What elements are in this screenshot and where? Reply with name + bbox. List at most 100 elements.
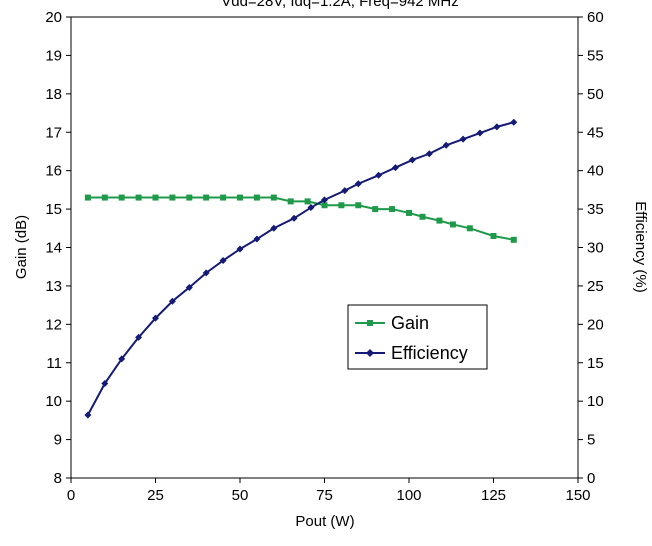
efficiency-point (442, 141, 450, 149)
efficiency-point (236, 245, 244, 253)
gain-point (203, 194, 210, 201)
legend-box (347, 304, 488, 370)
plot-area (70, 16, 579, 479)
gain-point (101, 194, 108, 201)
right-y-tick-label: 50 (587, 86, 604, 103)
x-axis-title: Pout (W) (295, 513, 354, 530)
efficiency-line (87, 121, 515, 416)
left-y-tick-label: 18 (45, 86, 62, 103)
gain-point (84, 194, 91, 201)
legend-efficiency-marker (366, 349, 374, 357)
efficiency-point (270, 224, 278, 232)
efficiency-point (459, 135, 467, 143)
efficiency-point (354, 180, 362, 188)
left-y-tick-label: 17 (45, 124, 62, 141)
legend-gain-label: Gain (391, 313, 429, 333)
series-layer (84, 118, 518, 419)
plot-frame (70, 16, 579, 479)
left-y-tick-label: 19 (45, 47, 62, 64)
efficiency-point (476, 129, 484, 137)
gain-point (406, 209, 412, 216)
gain-point (372, 206, 379, 213)
left-y-tick-label: 20 (45, 9, 62, 26)
right-y-tick-label: 35 (587, 201, 604, 218)
gain-point (220, 194, 227, 201)
right-y-tick-label: 15 (587, 355, 604, 372)
gain-point (355, 202, 362, 209)
efficiency-point (425, 150, 433, 158)
x-tick-label: 50 (232, 487, 249, 504)
gain-point (510, 236, 517, 243)
right-y-axis-title: Efficiency (%) (632, 201, 649, 292)
left-y-tick-label: 8 (54, 470, 62, 487)
gain-point (419, 213, 426, 220)
gain-point (466, 225, 473, 232)
x-axis: 0 25 50 75 100 125 150 (67, 478, 591, 504)
efficiency-point (253, 235, 261, 243)
right-y-tick-label: 5 (587, 432, 595, 449)
gain-point (304, 198, 311, 205)
gain-point (490, 232, 497, 239)
gain-point (135, 194, 142, 201)
right-y-tick-label: 10 (587, 393, 604, 410)
left-y-tick-label: 14 (45, 240, 62, 257)
left-y-axis-title: Gain (dB) (13, 215, 30, 279)
right-y-tick-label: 25 (587, 278, 604, 295)
right-y-tick-label: 30 (587, 240, 604, 257)
gain-point (436, 217, 443, 224)
efficiency-point (219, 257, 227, 265)
efficiency-point (493, 123, 501, 131)
legend-item-efficiency: Efficiency (355, 343, 468, 363)
gain-point (270, 194, 277, 201)
gain-point (449, 221, 456, 228)
left-y-axis: 8 9 10 11 12 13 14 15 16 17 18 19 20 (45, 9, 71, 487)
x-tick-label: 150 (565, 487, 590, 504)
left-y-tick-label: 15 (45, 201, 62, 218)
left-y-tick-label: 10 (45, 393, 62, 410)
efficiency-point (185, 283, 193, 291)
efficiency-point (408, 156, 416, 164)
efficiency-point (202, 269, 210, 277)
right-y-tick-label: 40 (587, 163, 604, 180)
efficiency-point (168, 297, 176, 305)
left-y-tick-label: 12 (45, 316, 62, 333)
x-tick-label: 75 (316, 487, 333, 504)
left-y-tick-label: 13 (45, 278, 62, 295)
x-tick-label: 125 (481, 487, 506, 504)
efficiency-point (135, 333, 143, 341)
gain-point (321, 202, 328, 209)
legend: Gain Efficiency (347, 304, 488, 370)
legend-efficiency-label: Efficiency (391, 343, 468, 363)
efficiency-point (375, 171, 383, 179)
efficiency-point (290, 214, 298, 222)
legend-gain-marker (367, 320, 373, 326)
gain-point (237, 194, 243, 201)
gain-point (389, 206, 396, 213)
left-y-tick-label: 16 (45, 163, 62, 180)
chart-title: Vdd=28V, Idq=1.2A, Freq=942 MHz (221, 0, 459, 10)
gain-point (287, 198, 294, 205)
gain-point (118, 194, 125, 201)
right-y-tick-label: 0 (587, 470, 595, 487)
efficiency-point (152, 314, 159, 322)
left-y-tick-label: 9 (54, 432, 62, 449)
gain-point (186, 194, 193, 201)
gain-point (169, 194, 176, 201)
right-y-tick-label: 20 (587, 316, 604, 333)
legend-item-gain: Gain (355, 313, 429, 333)
efficiency-point (84, 411, 92, 419)
left-y-tick-label: 11 (46, 355, 62, 372)
series-gain (84, 194, 517, 243)
efficiency-point (391, 164, 399, 172)
gain-point (152, 194, 159, 201)
x-tick-label: 25 (147, 487, 164, 504)
efficiency-point (118, 355, 126, 363)
efficiency-point (510, 118, 518, 126)
x-tick-label: 100 (396, 487, 421, 504)
right-y-tick-label: 60 (587, 9, 604, 26)
series-efficiency (84, 118, 518, 419)
efficiency-point (307, 204, 315, 212)
efficiency-point (341, 187, 349, 195)
right-y-tick-label: 45 (587, 124, 604, 141)
